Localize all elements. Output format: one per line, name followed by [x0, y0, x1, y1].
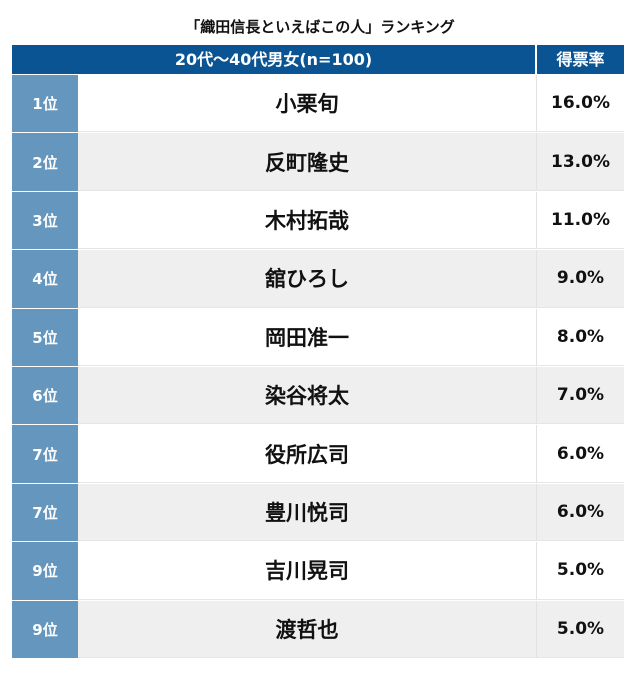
table-row: 2位 反町隆史 13.0%	[12, 132, 624, 191]
value-cell: 7.0%	[537, 366, 624, 425]
name-cell: 木村拓哉	[78, 191, 537, 250]
value-cell: 13.0%	[537, 133, 624, 191]
header-vote-rate: 得票率	[556, 50, 605, 69]
name-cell: 役所広司	[78, 425, 537, 483]
rank-cell: 1位	[12, 75, 78, 133]
name-cell: 反町隆史	[78, 133, 537, 191]
name-cell: 小栗旬	[78, 75, 537, 133]
ranking-table: 20代〜40代男女(n=100) 得票率 1位 小栗旬 16.0% 2位 反町隆史 13.…	[12, 45, 624, 658]
value-cell: 11.0%	[537, 192, 624, 250]
table-row: 4位 舘ひろし 9.0%	[12, 249, 624, 308]
rank-cell: 4位	[12, 250, 78, 308]
rank-cell: 5位	[12, 308, 78, 366]
value-cell: 5.0%	[537, 600, 624, 658]
name-cell: 渡哲也	[78, 600, 537, 658]
value-cell: 9.0%	[537, 250, 624, 308]
name-cell: 舘ひろし	[78, 250, 537, 308]
header-group: 20代〜40代男女(n=100)	[12, 45, 537, 74]
table-title: 「織田信長といえばこの人」ランキング	[185, 18, 455, 36]
rank-cell: 2位	[12, 133, 78, 191]
name-cell: 吉川晃司	[78, 542, 537, 600]
rank-cell: 9位	[12, 542, 78, 600]
table-row: 3位 木村拓哉 11.0%	[12, 190, 624, 250]
rank-cell: 9位	[12, 600, 78, 658]
table-row: 7位 豊川悦司 6.0%	[12, 482, 624, 542]
table-row: 9位 吉川晃司 5.0%	[12, 541, 624, 600]
table-row: 9位 渡哲也 5.0%	[12, 599, 624, 658]
table-row: 1位 小栗旬 16.0%	[12, 74, 624, 133]
table-row: 7位 役所広司 6.0%	[12, 424, 624, 483]
rank-cell: 6位	[12, 366, 78, 425]
value-cell: 8.0%	[537, 309, 624, 366]
table-row: 6位 染谷将太 7.0%	[12, 365, 624, 425]
rank-cell: 7位	[12, 483, 78, 542]
rank-cell: 7位	[12, 425, 78, 483]
table-header: 20代〜40代男女(n=100) 得票率	[12, 45, 624, 74]
name-cell: 豊川悦司	[78, 483, 537, 542]
rank-cell: 3位	[12, 191, 78, 250]
value-cell: 6.0%	[537, 425, 624, 483]
table-row: 5位 岡田准一 8.0%	[12, 307, 624, 366]
name-cell: 岡田准一	[78, 308, 537, 366]
value-cell: 5.0%	[537, 542, 624, 600]
value-cell: 6.0%	[537, 483, 624, 542]
value-cell: 16.0%	[537, 75, 624, 133]
name-cell: 染谷将太	[78, 366, 537, 425]
